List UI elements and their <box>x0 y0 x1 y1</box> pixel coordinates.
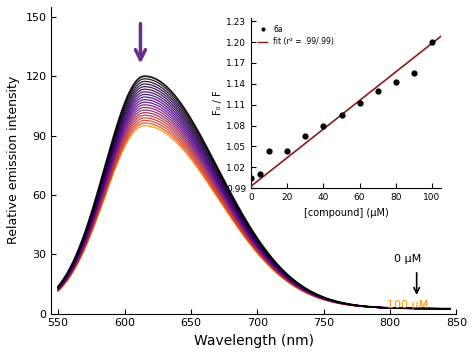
Point <box>283 148 291 153</box>
X-axis label: Wavelength (nm): Wavelength (nm) <box>194 334 314 348</box>
Text: 100 μM: 100 μM <box>387 300 428 310</box>
Point <box>301 133 309 139</box>
Y-axis label: F₀ / F: F₀ / F <box>213 91 223 115</box>
Text: 0 μM: 0 μM <box>394 254 421 264</box>
Point <box>356 100 364 106</box>
Y-axis label: Relative emission intensity: Relative emission intensity <box>7 76 20 244</box>
Point <box>374 88 382 94</box>
Point <box>247 175 255 181</box>
X-axis label: [compound] (μM): [compound] (μM) <box>304 208 388 218</box>
Point <box>256 171 264 177</box>
Legend: 6a, fit (r² = .99/.99): 6a, fit (r² = .99/.99) <box>255 22 337 49</box>
Point <box>392 79 400 84</box>
Point <box>337 112 345 118</box>
Point <box>319 123 327 129</box>
Point <box>265 148 273 153</box>
Point <box>428 39 436 45</box>
Point <box>410 71 418 76</box>
